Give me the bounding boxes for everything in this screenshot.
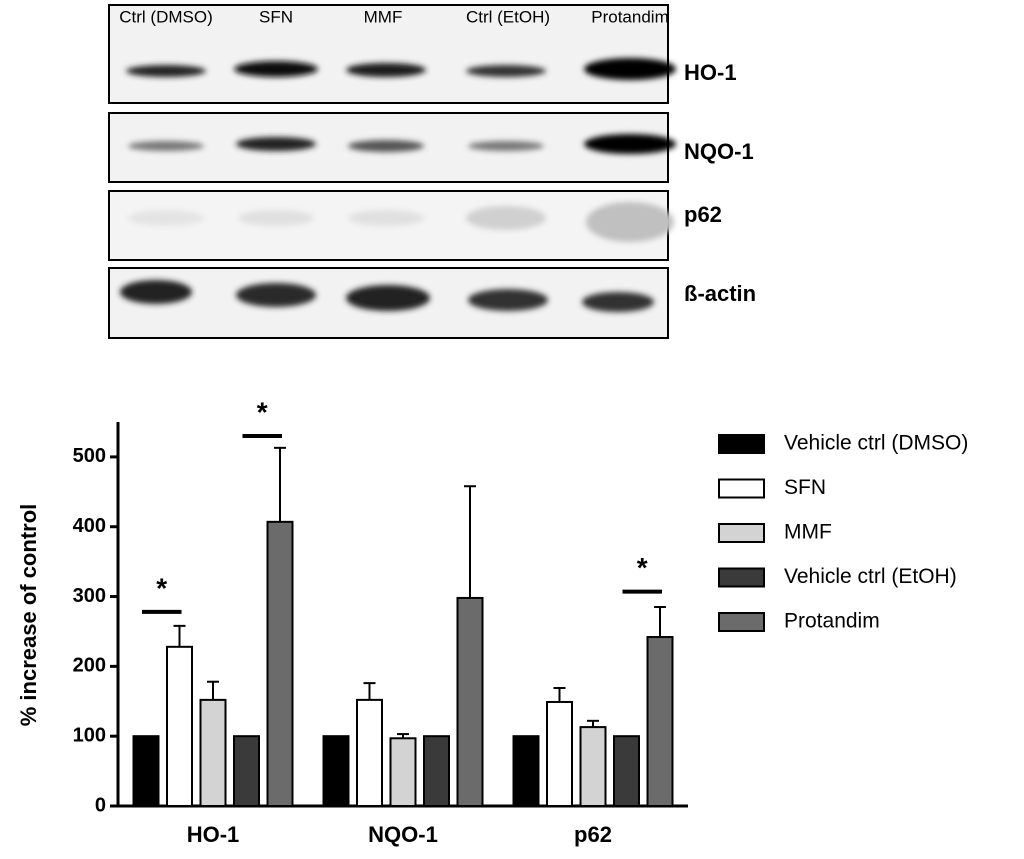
y-tick-label: 400 bbox=[73, 515, 106, 537]
legend-swatch bbox=[718, 523, 765, 543]
bar bbox=[613, 735, 640, 808]
bar bbox=[199, 698, 227, 807]
protein-label: HO-1 bbox=[684, 60, 737, 85]
bar bbox=[423, 735, 450, 808]
x-tick-label: p62 bbox=[574, 822, 612, 847]
legend-label: Protandim bbox=[784, 610, 880, 633]
bar bbox=[356, 698, 383, 807]
bar bbox=[389, 737, 417, 807]
lane-label: Ctrl (EtOH) bbox=[466, 7, 550, 26]
bar bbox=[132, 735, 160, 808]
lane-label: MMF bbox=[364, 7, 403, 26]
legend-swatch bbox=[718, 567, 765, 588]
y-tick-label: 100 bbox=[73, 724, 106, 746]
legend-label: Vehicle ctrl (DMSO) bbox=[784, 432, 968, 455]
significance-label: * bbox=[637, 552, 648, 583]
bar bbox=[166, 645, 193, 808]
protein-label: p62 bbox=[684, 202, 722, 227]
legend-label: Vehicle ctrl (EtOH) bbox=[784, 565, 957, 588]
bar bbox=[233, 735, 260, 808]
legend-label: SFN bbox=[784, 476, 826, 499]
x-tick-label: NQO-1 bbox=[368, 822, 438, 847]
y-tick-label: 0 bbox=[95, 794, 106, 816]
bar bbox=[322, 735, 350, 808]
legend-swatch bbox=[718, 612, 765, 632]
bar bbox=[456, 596, 484, 808]
x-tick-label: HO-1 bbox=[187, 822, 240, 847]
blot-panel bbox=[108, 4, 669, 104]
legend-label: MMF bbox=[784, 521, 832, 544]
legend-swatch bbox=[718, 434, 765, 454]
lane-label: SFN bbox=[259, 7, 293, 26]
protein-label: NQO-1 bbox=[684, 139, 754, 164]
bar bbox=[579, 726, 607, 808]
significance-label: * bbox=[257, 396, 268, 427]
y-tick-label: 300 bbox=[73, 585, 106, 607]
significance-label: * bbox=[156, 572, 167, 603]
legend-swatch bbox=[718, 478, 765, 499]
bands bbox=[120, 58, 676, 312]
lane-label: Ctrl (DMSO) bbox=[119, 7, 212, 26]
lane-label: Protandim bbox=[591, 7, 668, 26]
bar bbox=[266, 520, 294, 808]
y-tick-label: 200 bbox=[73, 655, 106, 677]
bar bbox=[512, 735, 540, 808]
bar bbox=[646, 636, 674, 807]
y-tick-label: 500 bbox=[73, 445, 106, 467]
y-axis-title: % increase of control bbox=[16, 504, 41, 727]
western-blot: Ctrl (DMSO) SFN MMF Ctrl (EtOH) Protandi… bbox=[108, 4, 756, 339]
bar bbox=[546, 700, 573, 807]
protein-label: ß-actin bbox=[684, 281, 756, 306]
